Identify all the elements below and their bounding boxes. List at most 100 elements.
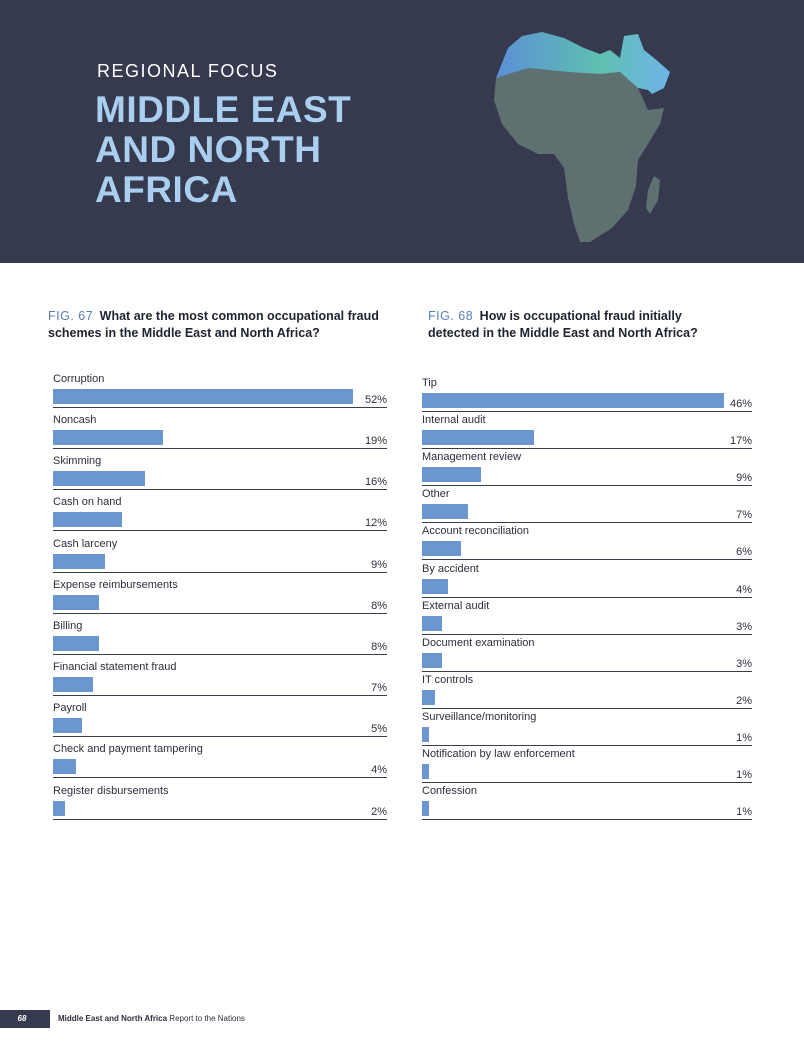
footer-report: Report to the Nations [169, 1014, 245, 1023]
bar-value-label: 8% [371, 640, 387, 653]
bar [422, 393, 724, 408]
detection-methods-chart: Tip 46% Internal audit 17% Management review… [422, 377, 752, 822]
bar [422, 801, 429, 817]
madagascar-shape [646, 176, 660, 214]
bar-baseline [53, 571, 387, 573]
bar-row: Surveillance/monitoring 1% [422, 711, 752, 748]
bar-row: Tip 46% [422, 377, 752, 414]
bar-category-label: Corruption [53, 373, 105, 385]
bar [422, 467, 482, 483]
bar [53, 800, 65, 816]
bar-value-label: 3% [736, 657, 752, 670]
bar-value-label: 52% [364, 394, 387, 406]
bar-baseline [422, 485, 752, 487]
bar-value-label: 46% [729, 398, 752, 410]
bar-value-label: 1% [736, 769, 752, 781]
bar-value-label: 9% [736, 472, 752, 485]
figure-67-heading: FIG. 67 What are the most common occupat… [48, 308, 388, 342]
bar-baseline [422, 707, 752, 709]
bar-category-label: Other [422, 488, 450, 501]
bar [422, 504, 468, 520]
bar-category-label: Internal audit [422, 414, 486, 427]
page-title-line: AFRICA [95, 169, 238, 210]
page-title: MIDDLE EAST AND NORTH AFRICA [95, 90, 351, 210]
section-kicker: REGIONAL FOCUS [97, 61, 279, 81]
bar-row: By accident 4% [422, 563, 752, 600]
bar-baseline [422, 522, 752, 524]
africa-map-icon [494, 32, 670, 242]
bar-row: Document examination 3% [422, 637, 752, 674]
bar-row: Confession 1% [422, 785, 752, 822]
fraud-schemes-chart: Corruption 52% Noncash 19% Skimming 16% Cash o… [53, 373, 387, 826]
figure-question: How is occupational fraud initially [479, 309, 682, 323]
bar-baseline [53, 407, 387, 408]
bar-row: Management review 9% [422, 451, 752, 488]
bar-baseline [53, 612, 387, 614]
bar-baseline [53, 448, 387, 450]
bar-row: Other 7% [422, 488, 752, 525]
page-number: 68 [17, 1014, 27, 1023]
bar-category-label: Register disbursements [53, 784, 169, 797]
bar-row: Cash on hand 12% [53, 496, 387, 537]
figure-question: What are the most common occupational fr… [99, 309, 379, 323]
bar-baseline [53, 695, 387, 697]
bar-category-label: Noncash [53, 414, 97, 427]
bar-value-label: 2% [736, 694, 752, 707]
bar-value-label: 19% [364, 435, 387, 448]
bar-category-label: External audit [422, 599, 490, 612]
bar [422, 689, 436, 705]
bar-category-label: Confession [422, 785, 478, 798]
bar-category-label: By accident [422, 562, 479, 575]
bar-category-label: IT controls [422, 673, 474, 686]
bar-baseline [422, 559, 752, 561]
bar [422, 541, 462, 557]
bar-baseline [422, 819, 752, 821]
bar-value-label: 8% [371, 599, 387, 612]
bar-category-label: Financial statement fraud [53, 661, 177, 674]
bar [53, 553, 105, 569]
bar-value-label: 4% [371, 764, 387, 777]
bar-row: Financial statement fraud 7% [53, 661, 387, 702]
header-banner: REGIONAL FOCUS MIDDLE EAST AND NORTH AFR… [0, 0, 804, 263]
bar [422, 615, 442, 631]
bar-category-label: Account reconciliation [422, 525, 530, 538]
bar-value-label: 7% [371, 682, 387, 695]
bar-category-label: Billing [53, 619, 83, 632]
bar-value-label: 7% [736, 509, 752, 522]
bar-value-label: 1% [736, 806, 752, 819]
figure-68-heading: FIG. 68 How is occupational fraud initia… [428, 308, 768, 342]
bar [53, 389, 353, 404]
bar-category-label: Check and payment tampering [53, 743, 203, 756]
bar [53, 471, 146, 487]
bar-value-label: 9% [371, 558, 387, 571]
bar-value-label: 16% [364, 476, 387, 489]
bar-row: Notification by law enforcement 1% [422, 748, 752, 785]
bar-baseline [422, 411, 752, 412]
bar-row: Corruption 52% [53, 373, 387, 414]
footer-section: Middle East and North Africa [58, 1014, 168, 1023]
bar-category-label: Expense reimbursements [53, 578, 178, 591]
bar-value-label: 5% [371, 723, 387, 736]
bar [53, 759, 77, 775]
bar-baseline [53, 489, 387, 491]
bar-baseline [422, 596, 752, 598]
bar [53, 430, 163, 446]
bar-value-label: 12% [364, 517, 387, 530]
bar-value-label: 2% [371, 805, 387, 818]
bar-baseline [422, 670, 752, 672]
bar-value-label: 3% [736, 620, 752, 633]
bar-row: Billing 8% [53, 620, 387, 661]
bar-baseline [422, 633, 752, 635]
figure-question: schemes in the Middle East and North Afr… [48, 326, 320, 340]
bar-value-label: 1% [736, 731, 752, 744]
bar [53, 635, 100, 651]
bar-baseline [53, 530, 387, 532]
bar-category-label: Tip [422, 377, 437, 389]
bar-row: Check and payment tampering 4% [53, 743, 387, 784]
bar-baseline [422, 744, 752, 746]
bar [53, 594, 100, 610]
bar-value-label: 4% [736, 583, 752, 596]
bar-category-label: Surveillance/monitoring [422, 710, 537, 723]
bar-category-label: Notification by law enforcement [422, 748, 575, 760]
bar-category-label: Document examination [422, 636, 535, 649]
